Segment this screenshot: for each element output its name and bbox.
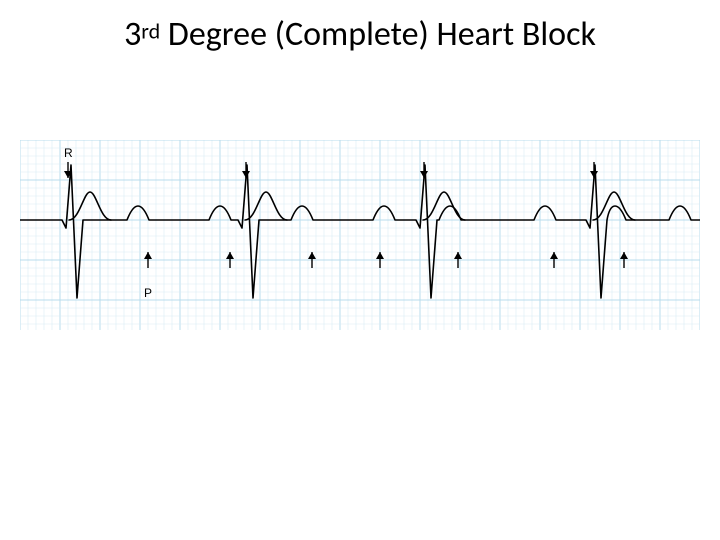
r-wave-label: R — [64, 146, 73, 160]
ecg-strip: R P — [20, 140, 700, 330]
title-rest: Degree (Complete) Heart Block — [160, 14, 596, 55]
slide-title: 3rd Degree (Complete) Heart Block — [0, 14, 720, 55]
ecg-svg — [20, 140, 700, 330]
title-prefix: 3 — [124, 14, 141, 55]
p-wave-label: P — [144, 286, 152, 300]
title-superscript: rd — [141, 18, 160, 45]
slide: { "title": { "prefix": "3", "superscript… — [0, 0, 720, 540]
